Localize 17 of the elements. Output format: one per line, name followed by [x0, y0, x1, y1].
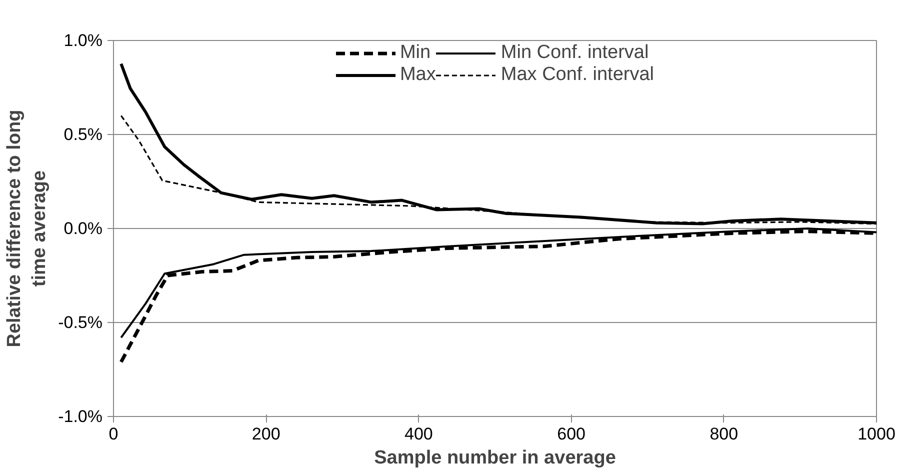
x-axis-title: Sample number in average: [374, 448, 616, 468]
x-tick-label: 200: [252, 424, 280, 444]
x-tick-label: 0: [108, 424, 118, 444]
x-tick-label: 400: [404, 424, 433, 444]
legend-label: Max Conf. interval: [500, 64, 654, 86]
legend-label: Min: [400, 42, 431, 64]
legend-label: Max: [400, 64, 436, 86]
y-tick-label: 1.0%: [64, 31, 102, 50]
x-tick-label: 800: [710, 424, 738, 444]
legend-label: Min Conf. interval: [500, 42, 649, 64]
x-tick-label: 600: [557, 424, 586, 444]
y-tick-label: 0.0%: [64, 219, 102, 238]
y-axis-title: Relative difference to long time average: [4, 110, 50, 348]
x-tick-label: 1000: [858, 424, 896, 444]
y-tick-label: 0.5%: [64, 125, 102, 144]
y-tick-label: -0.5%: [58, 313, 103, 332]
y-tick-label: -1.0%: [58, 407, 103, 426]
